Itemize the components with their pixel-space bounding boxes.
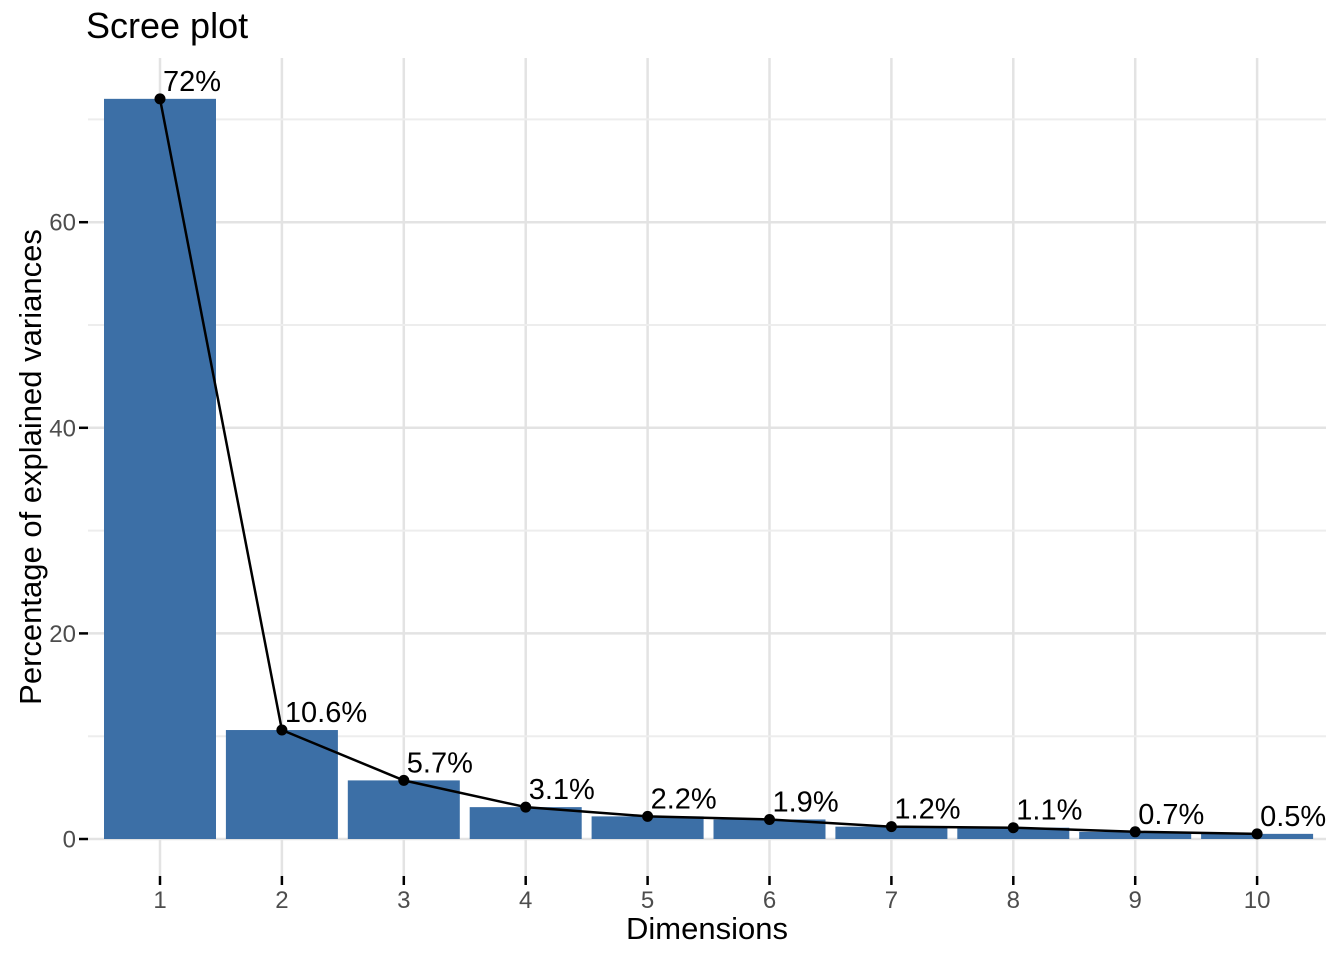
value-label-dim-7: 1.2% (894, 794, 960, 826)
value-label-dim-8: 1.1% (1016, 795, 1082, 827)
scree-line (158, 98, 1258, 836)
value-label-dim-3: 5.7% (407, 747, 473, 779)
data-point-dim-4 (520, 801, 532, 813)
x-tick-label: 7 (885, 887, 898, 914)
x-axis-title: Dimensions (626, 911, 788, 946)
x-tick-label: 3 (397, 887, 410, 914)
data-point-dim-6 (764, 813, 775, 825)
x-tick-label: 8 (1007, 887, 1020, 914)
bar-dim-2 (225, 730, 338, 839)
bar-dim-1 (104, 98, 216, 840)
value-label-dim-9: 0.7% (1138, 799, 1204, 831)
data-point-dim-7 (885, 821, 897, 833)
bar-dim-6 (713, 819, 826, 839)
value-label-dim-6: 1.9% (773, 786, 839, 818)
x-tick-label: 6 (763, 887, 776, 914)
bar-dim-8 (957, 827, 1070, 839)
data-point-dim-10 (1251, 828, 1263, 840)
y-tick-label: 60 (49, 210, 76, 237)
data-point-dim-1 (154, 93, 166, 105)
x-tick-label: 4 (519, 887, 532, 914)
data-point-dim-9 (1129, 826, 1141, 838)
value-label-dim-4: 3.1% (529, 774, 595, 806)
value-label-dim-5: 2.2% (651, 783, 717, 815)
x-tick-label: 9 (1129, 887, 1142, 914)
bar-dim-3 (347, 780, 460, 839)
bar-dim-7 (835, 826, 948, 839)
value-label-dim-2: 10.6% (285, 697, 367, 729)
y-tick-label: 0 (63, 827, 76, 854)
data-point-dim-2 (276, 724, 288, 736)
x-tick-label: 10 (1244, 887, 1271, 914)
x-tick-label: 5 (641, 887, 654, 914)
chart-title: Scree plot (86, 5, 249, 46)
data-point-dim-5 (642, 810, 654, 822)
data-point-dim-3 (398, 774, 410, 786)
y-tick-label: 40 (49, 415, 76, 442)
data-point-dim-8 (1007, 822, 1019, 834)
x-tick-label: 1 (153, 887, 166, 914)
x-tick-label: 2 (275, 887, 288, 914)
y-tick-label: 20 (49, 621, 76, 648)
value-label-dim-1: 72% (163, 66, 221, 98)
bar-dim-5 (591, 816, 704, 839)
value-label-dim-10: 0.5% (1260, 801, 1326, 833)
